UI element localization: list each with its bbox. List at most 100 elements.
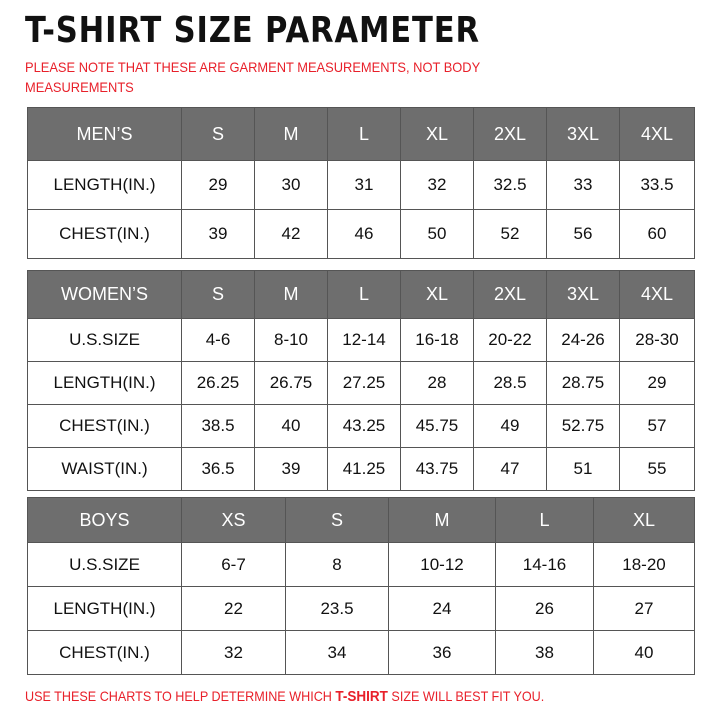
size-header: XL [593, 497, 695, 543]
size-header: 2XL [473, 270, 547, 319]
header-row: WOMEN’S S M L XL 2XL 3XL 4XL [27, 270, 695, 319]
size-header: L [495, 497, 594, 543]
table-row: CHEST(IN.) 38.5 40 43.25 45.75 49 52.75 57 [27, 404, 695, 448]
row-label: CHEST(IN.) [27, 630, 182, 675]
measurement-cell: 40 [254, 404, 328, 448]
header-row: MEN’S S M L XL 2XL 3XL 4XL [27, 107, 695, 161]
measurement-cell: 14-16 [495, 542, 594, 587]
size-header: XS [181, 497, 286, 543]
measurement-cell: 50 [400, 209, 474, 259]
measurement-cell: 32 [400, 160, 474, 210]
size-header: 3XL [546, 270, 620, 319]
measurement-cell: 28 [400, 361, 474, 405]
size-header: S [181, 107, 255, 161]
page-title: T-SHIRT SIZE PARAMETER [25, 10, 480, 51]
measurement-cell: 18-20 [593, 542, 695, 587]
footer-note: USE THESE CHARTS TO HELP DETERMINE WHICH… [25, 688, 544, 705]
size-header: 4XL [619, 107, 695, 161]
measurement-cell: 8-10 [254, 318, 328, 362]
row-label: U.S.SIZE [27, 318, 182, 362]
measurement-cell: 52.75 [546, 404, 620, 448]
measurement-cell: 22 [181, 586, 286, 631]
row-label: LENGTH(IN.) [27, 160, 182, 210]
size-header: L [327, 270, 401, 319]
measurement-cell: 29 [181, 160, 255, 210]
measurement-cell: 36 [388, 630, 496, 675]
row-label: LENGTH(IN.) [27, 586, 182, 631]
size-header: XL [400, 107, 474, 161]
measurement-cell: 33.5 [619, 160, 695, 210]
size-header: M [254, 107, 328, 161]
size-header: S [285, 497, 389, 543]
row-label: U.S.SIZE [27, 542, 182, 587]
category-header: BOYS [27, 497, 182, 543]
womens-size-table: WOMEN’S S M L XL 2XL 3XL 4XL U.S.SIZE 4-6 8-10 12-1… [27, 270, 695, 491]
measurement-cell: 56 [546, 209, 620, 259]
measurement-cell: 39 [181, 209, 255, 259]
measurement-cell: 28-30 [619, 318, 695, 362]
row-label: LENGTH(IN.) [27, 361, 182, 405]
measurement-cell: 38 [495, 630, 594, 675]
measurement-cell: 32.5 [473, 160, 547, 210]
measurement-cell: 4-6 [181, 318, 255, 362]
size-header: XL [400, 270, 474, 319]
measurement-cell: 26.75 [254, 361, 328, 405]
measurement-cell: 42 [254, 209, 328, 259]
measurement-cell: 20-22 [473, 318, 547, 362]
measurement-cell: 12-14 [327, 318, 401, 362]
measurement-cell: 16-18 [400, 318, 474, 362]
size-header: 2XL [473, 107, 547, 161]
measurement-cell: 26 [495, 586, 594, 631]
measurement-cell: 8 [285, 542, 389, 587]
footer-highlight: T-SHIRT [335, 688, 388, 705]
size-header: M [388, 497, 496, 543]
table-row: CHEST(IN.) 39 42 46 50 52 56 60 [27, 209, 695, 259]
measurement-cell: 32 [181, 630, 286, 675]
measurement-cell: 27 [593, 586, 695, 631]
measurement-cell: 43.75 [400, 447, 474, 491]
measurement-cell: 51 [546, 447, 620, 491]
boys-size-table: BOYS XS S M L XL U.S.SIZE 6-7 8 10-12 14-16 18-20 LE… [27, 497, 695, 675]
measurement-cell: 40 [593, 630, 695, 675]
measurement-cell: 6-7 [181, 542, 286, 587]
category-header: WOMEN’S [27, 270, 182, 319]
measurement-cell: 36.5 [181, 447, 255, 491]
measurement-cell: 30 [254, 160, 328, 210]
measurement-cell: 60 [619, 209, 695, 259]
table-row: LENGTH(IN.) 26.25 26.75 27.25 28 28.5 28.75 29 [27, 361, 695, 405]
table-row: LENGTH(IN.) 22 23.5 24 26 27 [27, 586, 695, 631]
measurement-cell: 52 [473, 209, 547, 259]
measurement-cell: 23.5 [285, 586, 389, 631]
size-header: 4XL [619, 270, 695, 319]
measurement-cell: 29 [619, 361, 695, 405]
category-header: MEN’S [27, 107, 182, 161]
measurement-cell: 49 [473, 404, 547, 448]
row-label: CHEST(IN.) [27, 209, 182, 259]
measurement-cell: 26.25 [181, 361, 255, 405]
measurement-cell: 45.75 [400, 404, 474, 448]
measurement-cell: 47 [473, 447, 547, 491]
measurement-cell: 46 [327, 209, 401, 259]
measurement-cell: 57 [619, 404, 695, 448]
measurement-cell: 33 [546, 160, 620, 210]
row-label: WAIST(IN.) [27, 447, 182, 491]
size-header: L [327, 107, 401, 161]
measurement-cell: 27.25 [327, 361, 401, 405]
mens-size-table: MEN’S S M L XL 2XL 3XL 4XL LENGTH(IN.) 29 30 31 32 32… [27, 107, 695, 259]
measurement-cell: 10-12 [388, 542, 496, 587]
footer-text: USE THESE CHARTS TO HELP DETERMINE WHICH [25, 688, 336, 704]
measurement-cell: 41.25 [327, 447, 401, 491]
table-row: CHEST(IN.) 32 34 36 38 40 [27, 630, 695, 675]
measurement-cell: 38.5 [181, 404, 255, 448]
measurement-cell: 28.5 [473, 361, 547, 405]
row-label: CHEST(IN.) [27, 404, 182, 448]
footer-text-end: SIZE WILL BEST FIT YOU. [387, 688, 545, 704]
table-row: WAIST(IN.) 36.5 39 41.25 43.75 47 51 55 [27, 447, 695, 491]
measurement-cell: 28.75 [546, 361, 620, 405]
table-row: U.S.SIZE 4-6 8-10 12-14 16-18 20-22 24-26 28-30 [27, 318, 695, 362]
size-header: S [181, 270, 255, 319]
measurement-cell: 24-26 [546, 318, 620, 362]
garment-note: PLEASE NOTE THAT THESE ARE GARMENT MEASU… [25, 59, 480, 95]
measurement-cell: 31 [327, 160, 401, 210]
table-row: LENGTH(IN.) 29 30 31 32 32.5 33 33.5 [27, 160, 695, 210]
